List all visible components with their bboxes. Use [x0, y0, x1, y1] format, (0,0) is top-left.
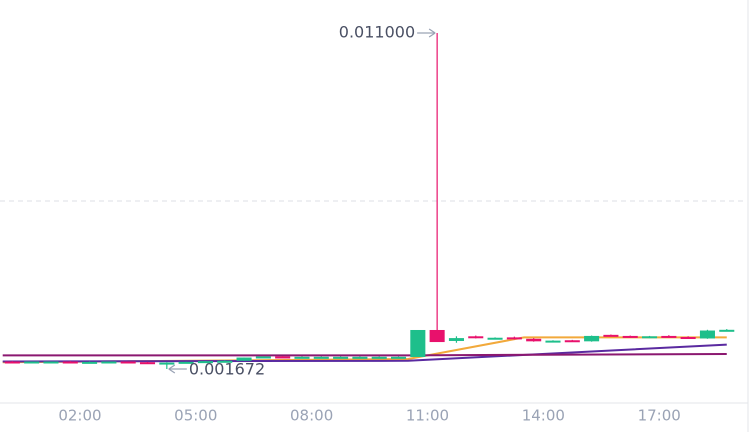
annotation-label: 0.001672: [189, 359, 265, 378]
candle-body: [584, 335, 600, 342]
candle-body: [448, 338, 464, 341]
x-tick-label: 05:00: [174, 407, 217, 425]
arrow-head: [428, 28, 436, 38]
candle-body: [178, 361, 194, 364]
candle-body: [410, 329, 426, 358]
candle-body: [120, 361, 136, 364]
candle-body: [506, 337, 522, 340]
candle-body: [333, 356, 349, 359]
candle-body: [139, 362, 156, 365]
candle-body: [641, 336, 658, 339]
candle-body: [236, 357, 252, 361]
candle-body: [101, 361, 117, 364]
candle-body: [371, 356, 387, 359]
candle-body: [661, 335, 677, 338]
candle-body: [487, 337, 503, 340]
candle-body: [62, 361, 78, 364]
x-tick-label: 14:00: [522, 407, 565, 425]
candle-body: [352, 356, 368, 359]
candle-body: [159, 362, 175, 365]
candle-body: [294, 356, 310, 359]
candle-body: [24, 361, 40, 364]
x-tick-label: 17:00: [638, 407, 681, 425]
candle-body: [468, 336, 484, 339]
candle-body: [217, 360, 233, 363]
candle-body: [719, 329, 735, 332]
moving-average: [2, 343, 727, 363]
candle-body: [429, 329, 445, 343]
candle-body: [622, 335, 638, 338]
candle-body: [680, 337, 696, 340]
x-tick-label: 11:00: [406, 407, 449, 425]
candle-body: [4, 361, 20, 364]
candle-body: [197, 361, 213, 364]
candle-body: [390, 356, 407, 359]
annotation-label: 0.011000: [339, 22, 415, 41]
candle-body: [526, 338, 542, 342]
x-tick-label: 02:00: [58, 407, 101, 425]
candle-body: [603, 334, 619, 337]
x-tick-label: 08:00: [290, 407, 333, 425]
candle-body: [564, 340, 580, 343]
candle-body: [313, 356, 329, 359]
moving-average: [2, 352, 727, 357]
candle-body: [545, 340, 561, 343]
arrow-head: [168, 364, 176, 374]
candle-body: [275, 356, 291, 359]
candle-body: [699, 330, 715, 339]
candle-body: [82, 361, 98, 364]
candle-body: [255, 356, 271, 359]
candle-body: [43, 361, 59, 364]
